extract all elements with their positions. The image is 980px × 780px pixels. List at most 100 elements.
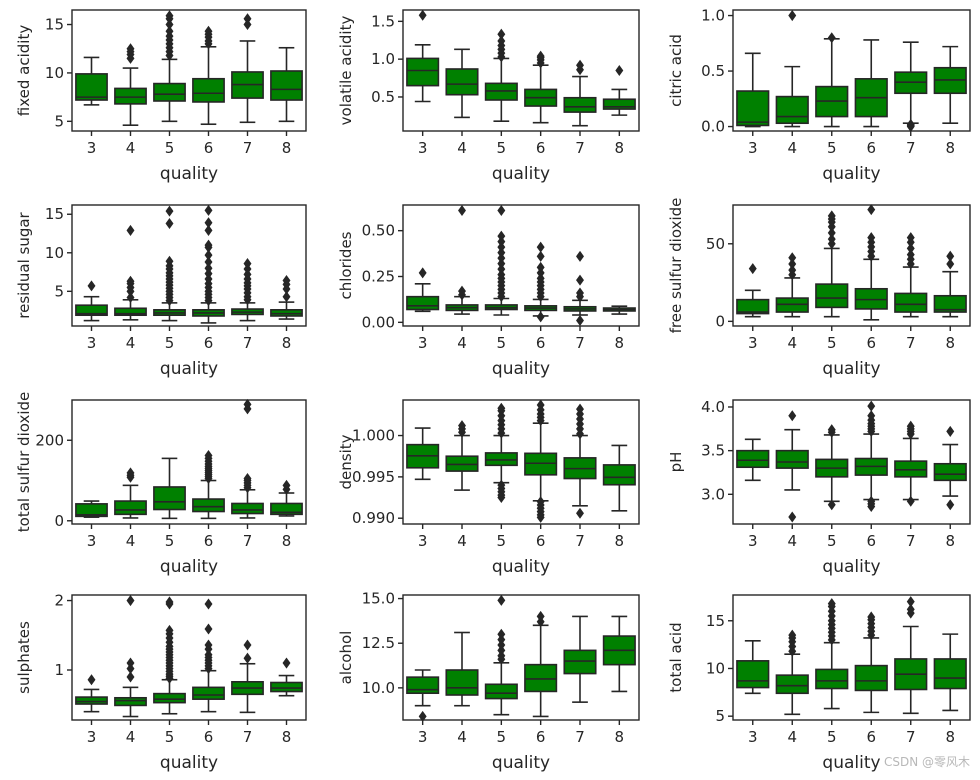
box-8 [270, 479, 303, 517]
box-body [75, 503, 108, 518]
box-body [75, 73, 108, 101]
outlier-point [282, 275, 291, 287]
x-tick-label: 6 [204, 532, 214, 550]
y-tick-label: 0.995 [352, 468, 395, 486]
box-6 [854, 611, 888, 714]
box-body [270, 70, 303, 101]
outlier-point [204, 262, 213, 274]
x-tick-label: 8 [282, 532, 292, 550]
outlier-point [827, 499, 836, 511]
outlier-point [126, 43, 135, 55]
y-tick-label: 5 [715, 707, 725, 725]
subplot-residual-sugar: 5 10 15 3 4 5 6 7 8 quality residual sugar [15, 204, 307, 379]
box-body [484, 683, 518, 700]
box-8 [602, 64, 636, 116]
box-body [406, 295, 440, 311]
y-tick-label: 1.0 [371, 50, 395, 68]
axes-frame [402, 9, 640, 132]
subplot-total-sulfur-dioxide: 0 200 3 4 5 6 7 8 quality total sulfur dioxide [15, 392, 307, 577]
box-4 [445, 631, 479, 707]
box-5 [815, 210, 849, 318]
x-axis-label: quality [822, 164, 880, 184]
outlier-point [576, 314, 584, 327]
x-tick-label: 7 [243, 728, 253, 746]
y-axis-label: chlorides [337, 231, 355, 299]
x-tick-label: 8 [945, 334, 955, 352]
x-tick-label: 7 [575, 334, 585, 352]
x-tick-label: 6 [536, 139, 546, 157]
subplot-citric-acid: 0.0 0.5 1.0 3 4 5 6 7 8 quality citric acid [667, 7, 971, 184]
x-tick-label: 7 [575, 728, 585, 746]
box-5 [153, 10, 186, 123]
subplot-free-sulfur-dioxide: 0 50 3 4 5 6 7 8 quality free sulfur dioxide [667, 198, 971, 379]
x-tick-label: 4 [787, 139, 797, 157]
axes-frame [71, 594, 307, 721]
axes-frame [402, 204, 640, 327]
outlier-point [458, 420, 466, 432]
outlier-point [827, 227, 836, 239]
outlier-point [788, 252, 797, 264]
box-6 [192, 598, 225, 713]
box-body [270, 502, 303, 516]
outlier-point [788, 629, 797, 641]
box-body [192, 77, 225, 103]
x-tick-label: 5 [165, 532, 175, 550]
outlier-point [497, 402, 506, 414]
y-tick-label: 1 [54, 661, 64, 679]
box-3 [406, 267, 440, 313]
outlier-point [867, 400, 876, 412]
box-3 [75, 674, 108, 713]
y-tick-label: 5 [54, 282, 64, 300]
y-tick-label: 0.25 [362, 268, 395, 286]
x-axis-label: quality [822, 557, 880, 577]
box-6 [854, 39, 888, 128]
x-axis-label: quality [492, 164, 550, 184]
outlier-point [497, 35, 506, 47]
box-4 [114, 467, 147, 519]
box-7 [894, 596, 928, 715]
y-tick-label: 0.00 [362, 313, 395, 331]
outlier-point [788, 10, 797, 22]
box-5 [153, 596, 186, 715]
box-8 [270, 657, 303, 697]
outlier-point [282, 479, 291, 491]
outlier-point [243, 639, 252, 651]
box-3 [736, 52, 770, 128]
outlier-point [282, 657, 291, 669]
box-body [815, 283, 849, 309]
outlier-point [906, 603, 915, 615]
box-3 [736, 438, 770, 482]
y-tick-label: 4.0 [701, 398, 725, 416]
outlier-point [906, 249, 915, 261]
outlier-point [126, 275, 135, 287]
outlier-point [165, 205, 174, 217]
y-tick-label: 10 [706, 659, 725, 677]
x-tick-label: 4 [787, 728, 797, 746]
y-axis-label: alcohol [337, 631, 355, 685]
y-axis-label: residual sugar [15, 211, 33, 318]
outlier-point [536, 311, 545, 323]
x-tick-label: 3 [748, 139, 758, 157]
box-4 [114, 224, 147, 321]
box-4 [775, 410, 809, 523]
outlier-point [204, 623, 213, 635]
y-tick-label: 2 [54, 592, 64, 610]
y-tick-label: 10.0 [362, 679, 395, 697]
box-body [933, 462, 967, 482]
box-body [445, 68, 479, 96]
outlier-point [458, 204, 466, 217]
outlier-point [126, 657, 135, 669]
x-tick-label: 8 [282, 139, 292, 157]
outlier-point [867, 611, 876, 623]
box-6 [854, 400, 888, 513]
box-body [406, 57, 440, 87]
box-body [484, 452, 518, 467]
x-tick-label: 4 [126, 334, 136, 352]
outlier-point [204, 256, 213, 268]
box-5 [484, 594, 518, 716]
y-tick-label: 3.5 [701, 442, 725, 460]
box-body [524, 452, 558, 476]
box-3 [736, 263, 770, 318]
box-body [736, 449, 770, 469]
box-body [153, 486, 186, 511]
